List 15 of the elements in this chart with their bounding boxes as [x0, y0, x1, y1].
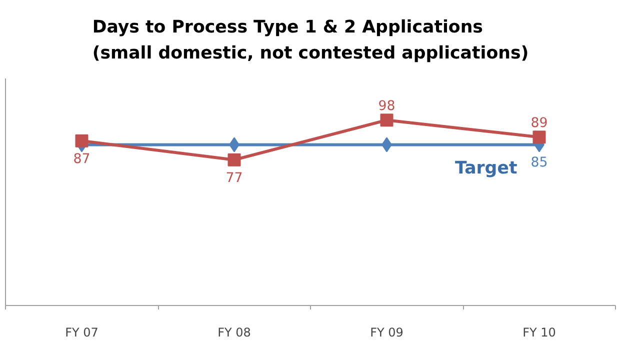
- chart-title: Days to Process Type 1 & 2 Applications (small domestic, not contested applications): [92, 18, 529, 64]
- point: [228, 153, 241, 166]
- x-tick-label: FY 07: [65, 326, 98, 340]
- data-label: 77: [226, 170, 243, 186]
- point: [380, 114, 394, 127]
- data-label: 98: [378, 99, 396, 114]
- series-label: Target: [454, 158, 518, 179]
- data-label: 89: [530, 116, 548, 132]
- data-label: 85: [530, 156, 548, 171]
- x-tick-label: FY 10: [522, 326, 556, 340]
- data-label: 87: [73, 152, 90, 167]
- point: [75, 134, 88, 148]
- x-tick-label: FY 09: [370, 326, 404, 340]
- x-tick-label: FY 08: [218, 326, 251, 340]
- point: [532, 130, 546, 144]
